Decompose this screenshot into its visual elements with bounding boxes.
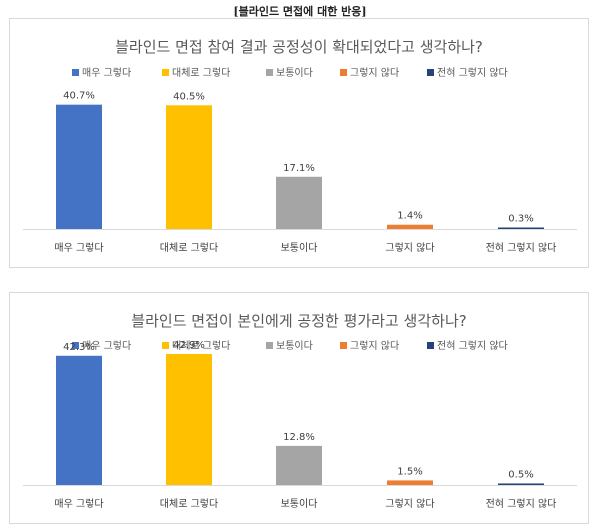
data-label: 12.8%: [283, 432, 315, 443]
legend-label: 전혀 그렇지 않다: [437, 339, 508, 352]
data-label: 17.1%: [283, 163, 315, 174]
legend-label: 보통이다: [276, 340, 313, 352]
legend-label: 보통이다: [276, 67, 313, 79]
data-label: 1.5%: [397, 466, 422, 477]
bar-chart-fairness-expanded: 블라인드 면접 참여 결과 공정성이 확대되었다고 생각하나?매우 그렇다 대체로…: [23, 38, 577, 254]
data-label: 1.4%: [397, 211, 422, 222]
category-label: 보통이다: [281, 242, 318, 254]
category-label: 전혀 그렇지 않다: [486, 497, 557, 510]
legend-label: 대체로 그렇다: [172, 66, 230, 79]
bar: [498, 227, 544, 229]
bar: [56, 355, 102, 485]
bar: [166, 105, 212, 229]
category-label: 보통이다: [281, 498, 318, 510]
bar: [387, 224, 433, 229]
bar-chart-fair-evaluation: 블라인드 면접이 본인에게 공정한 평가라고 생각하나?매우 그렇다 대체로 그렇…: [23, 312, 577, 510]
data-label: 42.9%: [173, 340, 205, 351]
legend-swatch: [340, 342, 347, 349]
data-label: 40.5%: [173, 91, 205, 102]
chart-panel-fair-evaluation: 블라인드 면접이 본인에게 공정한 평가라고 생각하나? 매우 그렇다 대체로 그렇…: [9, 292, 589, 524]
legend-label: 그렇지 않다: [350, 339, 399, 352]
category-label: 대체로 그렇다: [160, 241, 218, 254]
category-label: 매우 그렇다: [54, 497, 103, 510]
data-label: 0.3%: [508, 214, 533, 225]
bar: [56, 104, 102, 229]
legend-swatch: [162, 342, 169, 349]
legend-swatch: [427, 69, 434, 76]
bar: [166, 353, 212, 485]
legend-swatch: [72, 342, 79, 349]
category-label: 매우 그렇다: [54, 241, 103, 254]
bar: [276, 176, 322, 229]
data-label: 42.3%: [63, 342, 95, 353]
legend-label: 대체로 그렇다: [172, 339, 230, 352]
legend-swatch: [72, 69, 79, 76]
legend-label: 전혀 그렇지 않다: [437, 66, 508, 79]
legend-label: 매우 그렇다: [82, 66, 131, 79]
data-label: 40.7%: [63, 91, 95, 102]
page-title: [블라인드 면접에 대한 반응]: [233, 5, 367, 18]
legend-label: 그렇지 않다: [350, 66, 399, 79]
category-label: 대체로 그렇다: [160, 497, 218, 510]
chart-title: 블라인드 면접이 본인에게 공정한 평가라고 생각하나?: [131, 312, 466, 330]
chart-title: 블라인드 면접 참여 결과 공정성이 확대되었다고 생각하나?: [115, 38, 483, 56]
legend-swatch: [266, 342, 273, 349]
bar: [498, 483, 544, 485]
legend-swatch: [340, 69, 347, 76]
category-label: 전혀 그렇지 않다: [486, 241, 557, 254]
category-label: 그렇지 않다: [385, 497, 434, 510]
chart-panel-fairness-expanded: 블라인드 면접 참여 결과 공정성이 확대되었다고 생각하나? 매우 그렇다 대체로…: [9, 18, 589, 268]
legend-swatch: [162, 69, 169, 76]
bar: [387, 480, 433, 485]
legend-swatch: [266, 69, 273, 76]
bar: [276, 445, 322, 485]
legend-swatch: [427, 342, 434, 349]
category-label: 그렇지 않다: [385, 241, 434, 254]
legend-label: 매우 그렇다: [82, 339, 131, 352]
data-label: 0.5%: [508, 469, 533, 480]
